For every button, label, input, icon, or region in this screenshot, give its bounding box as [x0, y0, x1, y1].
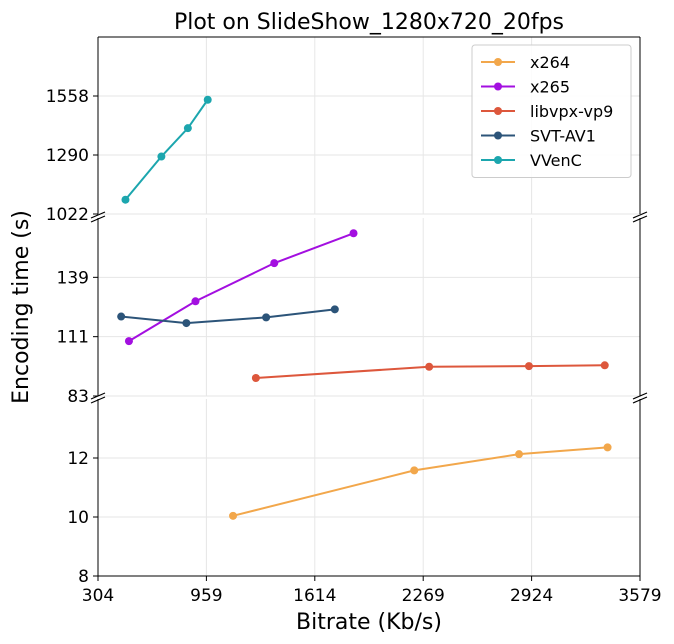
y-axis-title: Encoding time (s) [9, 210, 34, 404]
y-tick-label: 1290 [46, 146, 89, 166]
data-point-svt-av1 [117, 312, 126, 321]
x-axis-title: Bitrate (Kb/s) [296, 610, 442, 635]
x-tick-label: 2269 [402, 586, 445, 606]
data-point-svt-av1 [262, 313, 271, 322]
axis-break-mark [90, 215, 106, 223]
legend-label-vvenc: VVenC [530, 151, 582, 170]
y-tick-label: 83 [67, 387, 89, 407]
data-point-vvenc [157, 152, 166, 161]
y-tick-label: 8 [78, 567, 89, 587]
x-tick-label: 959 [190, 586, 222, 606]
x-tick-label: 3579 [618, 586, 661, 606]
legend-label-libvpx-vp9: libvpx-vp9 [530, 102, 613, 121]
data-point-x265 [349, 229, 358, 238]
y-tick-label: 111 [57, 328, 89, 348]
plot-area: 304 959 1614 2269 2924 3579 1022 1290 1558 83 111 1… [46, 36, 662, 606]
legend-box [471, 44, 632, 178]
x-tick-label: 1614 [293, 586, 336, 606]
data-point-libvpx-vp9 [425, 362, 434, 371]
data-point-vvenc [183, 124, 192, 133]
data-point-libvpx-vp9 [600, 361, 609, 370]
legend-marker-svt-av1 [494, 131, 502, 140]
legend-marker-x265 [494, 82, 502, 91]
data-point-x264 [515, 450, 524, 459]
y-tick-label: 139 [57, 268, 89, 288]
y-tick-label: 1558 [46, 87, 89, 107]
series-line-x264 [232, 446, 608, 517]
legend: x264 x265 libvpx-vp9 SVT-AV1 VVenC [471, 44, 632, 178]
y-tick-label: 1022 [46, 205, 89, 225]
data-point-x265 [191, 297, 200, 306]
legend-label-x265: x265 [530, 78, 570, 97]
legend-label-svt-av1: SVT-AV1 [530, 127, 596, 146]
legend-marker-vvenc [494, 156, 502, 164]
axis-break-mark [632, 211, 648, 219]
y-tick-label: 10 [67, 508, 89, 528]
legend-marker-x264 [494, 58, 502, 66]
series-line-vvenc [124, 99, 209, 201]
data-point-svt-av1 [182, 319, 191, 328]
data-point-libvpx-vp9 [251, 373, 260, 382]
data-point-x264 [410, 466, 419, 475]
legend-label-x264: x264 [530, 53, 570, 72]
axis-break-mark [90, 396, 106, 404]
x-tick-label: 2924 [510, 586, 553, 606]
y-tick-label: 12 [67, 449, 89, 469]
data-point-vvenc [121, 195, 130, 204]
data-point-x264 [603, 443, 612, 452]
series-line-libvpx-vp9 [255, 364, 605, 379]
data-point-x265 [270, 259, 279, 268]
x-tick-label: 304 [82, 586, 114, 606]
axis-break-mark [90, 211, 106, 219]
axis-break-mark [632, 215, 648, 223]
legend-marker-libvpx-vp9 [494, 107, 502, 115]
data-point-x264 [229, 511, 238, 520]
data-point-svt-av1 [330, 305, 339, 314]
axis-break-mark [632, 396, 648, 404]
series-line-x265 [128, 232, 354, 342]
chart-title: Plot on SlideShow_1280x720_20fps [174, 10, 564, 35]
data-point-vvenc [203, 95, 212, 104]
axis-break-mark [632, 392, 648, 400]
data-point-x265 [124, 337, 133, 346]
series-line-svt-av1 [121, 308, 335, 325]
data-point-libvpx-vp9 [524, 362, 533, 371]
